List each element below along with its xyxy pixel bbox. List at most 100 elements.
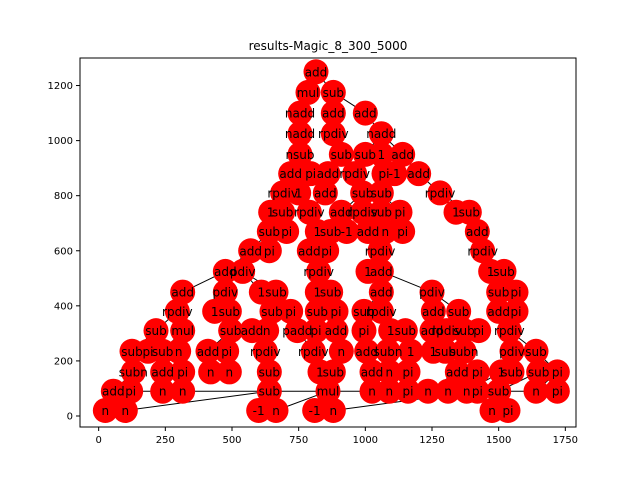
tree-node-label: 1 (430, 345, 438, 359)
tree-node-marker (395, 378, 421, 404)
tree-node-label: sub (453, 324, 474, 338)
tree-node-label: 1 (452, 206, 460, 220)
tree-node-marker (499, 338, 525, 364)
tree-node-marker (216, 298, 242, 324)
tree-node-marker (320, 359, 346, 385)
tree-node-label: rpdiv (303, 265, 334, 279)
tree-node-marker (446, 298, 472, 324)
tree-node-marker (287, 141, 313, 167)
tree-node-marker (328, 199, 354, 225)
tree-node-label: pi (552, 365, 563, 379)
tree-node-label: add (102, 385, 125, 399)
tree-node-label: add (151, 365, 174, 379)
tree-node-label: sub (307, 305, 328, 319)
tree-node-label: add (354, 107, 377, 121)
tree-node-label: -1 (253, 404, 265, 418)
tree-node-label: sub (448, 305, 469, 319)
tree-node-marker (503, 298, 529, 324)
tree-node-marker (278, 161, 304, 187)
tree-node-label: rpdiv (365, 244, 396, 258)
tree-node-label: pi (503, 404, 514, 418)
tree-node-marker (359, 359, 385, 385)
tree-node-label: subn (119, 365, 148, 379)
tree-node-marker (395, 359, 421, 385)
tree-node-label: sub (331, 148, 352, 162)
tree-node-marker (342, 161, 368, 187)
tree-node-marker (415, 378, 441, 404)
tree-node-marker (456, 199, 482, 225)
tree-node-marker (451, 338, 477, 364)
tree-node-marker (470, 238, 496, 264)
tree-node-marker (263, 397, 289, 423)
tree-node-marker (274, 218, 300, 244)
tree-node-label: mul (171, 324, 194, 338)
x-tick-label: 0 (95, 435, 101, 446)
tree-node-label: n (488, 404, 496, 418)
tree-node-label: pi (511, 305, 522, 319)
tree-node-label: rpdiv (298, 345, 329, 359)
y-tick-label: 600 (54, 246, 73, 257)
tree-node-marker (295, 79, 321, 105)
tree-node-marker (238, 238, 264, 264)
tree-node-marker (350, 199, 376, 225)
tree-node-marker (166, 338, 192, 364)
tree-node-marker (278, 298, 304, 324)
tree-node-label: sub (395, 324, 416, 338)
tree-node-marker (372, 218, 398, 244)
tree-node-label: nadd (285, 107, 315, 121)
tree-node-marker (432, 338, 458, 364)
tree-node-label: 1 (364, 265, 372, 279)
tree-node-label: -1 (341, 225, 353, 239)
x-axis: 0 250 500 750 1000 1250 1500 1750 (95, 427, 578, 446)
tree-node-label: sub (352, 186, 373, 200)
tree-node-marker (256, 359, 282, 385)
tree-node-label: n (330, 404, 338, 418)
tree-node-label: add (330, 206, 353, 220)
tree-node-label: n (102, 404, 110, 418)
tree-node-label: pi (473, 324, 484, 338)
tree-node-label: sub (488, 385, 509, 399)
tree-node-label: n (382, 225, 390, 239)
tree-node-marker (376, 378, 402, 404)
tree-node-label: n (175, 345, 183, 359)
tree-node-marker (464, 359, 490, 385)
tree-node-label: pi (305, 167, 316, 181)
tree-node-label: 1 (211, 305, 219, 319)
tree-node-label: sub (488, 286, 509, 300)
tree-node-marker (523, 338, 549, 364)
tree-node-label: pi (285, 305, 296, 319)
tree-node-label: add (446, 365, 469, 379)
y-tick-label: 400 (54, 301, 73, 312)
y-axis: 0 200 400 600 800 1000 1200 (48, 81, 80, 422)
tree-node-label: add (298, 244, 321, 258)
tree-node-label: add (422, 305, 445, 319)
tree-node-label: 1 (487, 265, 495, 279)
tree-node-marker (328, 141, 354, 167)
tree-node-marker (303, 318, 329, 344)
tree-node-label: 1 (295, 186, 303, 200)
tree-node-label: nadd (285, 127, 315, 141)
tree-node-marker (503, 279, 529, 305)
tree-node-label: add (279, 167, 302, 181)
tree-node-marker (420, 298, 446, 324)
tree-node-marker (495, 397, 521, 423)
tree-node-marker (254, 318, 280, 344)
tree-node-label: pi (552, 385, 563, 399)
chart-title: results-Magic_8_300_5000 (249, 39, 408, 53)
tree-node-marker (320, 79, 346, 105)
tree-node-label: add (370, 265, 393, 279)
tree-node-marker (434, 318, 460, 344)
tree-node-label: n (386, 365, 394, 379)
tree-node-marker (252, 338, 278, 364)
tree-node-label: add (314, 186, 337, 200)
tree-node-label: 1 (498, 365, 506, 379)
tree-node-marker (466, 318, 492, 344)
tree-node-label: n (179, 385, 187, 399)
tree-node-marker (486, 298, 512, 324)
tree-node-label: -1 (389, 167, 401, 181)
tree-node-marker (486, 378, 512, 404)
tree-node-label: sub (320, 286, 341, 300)
tree-node-marker (320, 397, 346, 423)
tree-node-marker (352, 100, 378, 126)
